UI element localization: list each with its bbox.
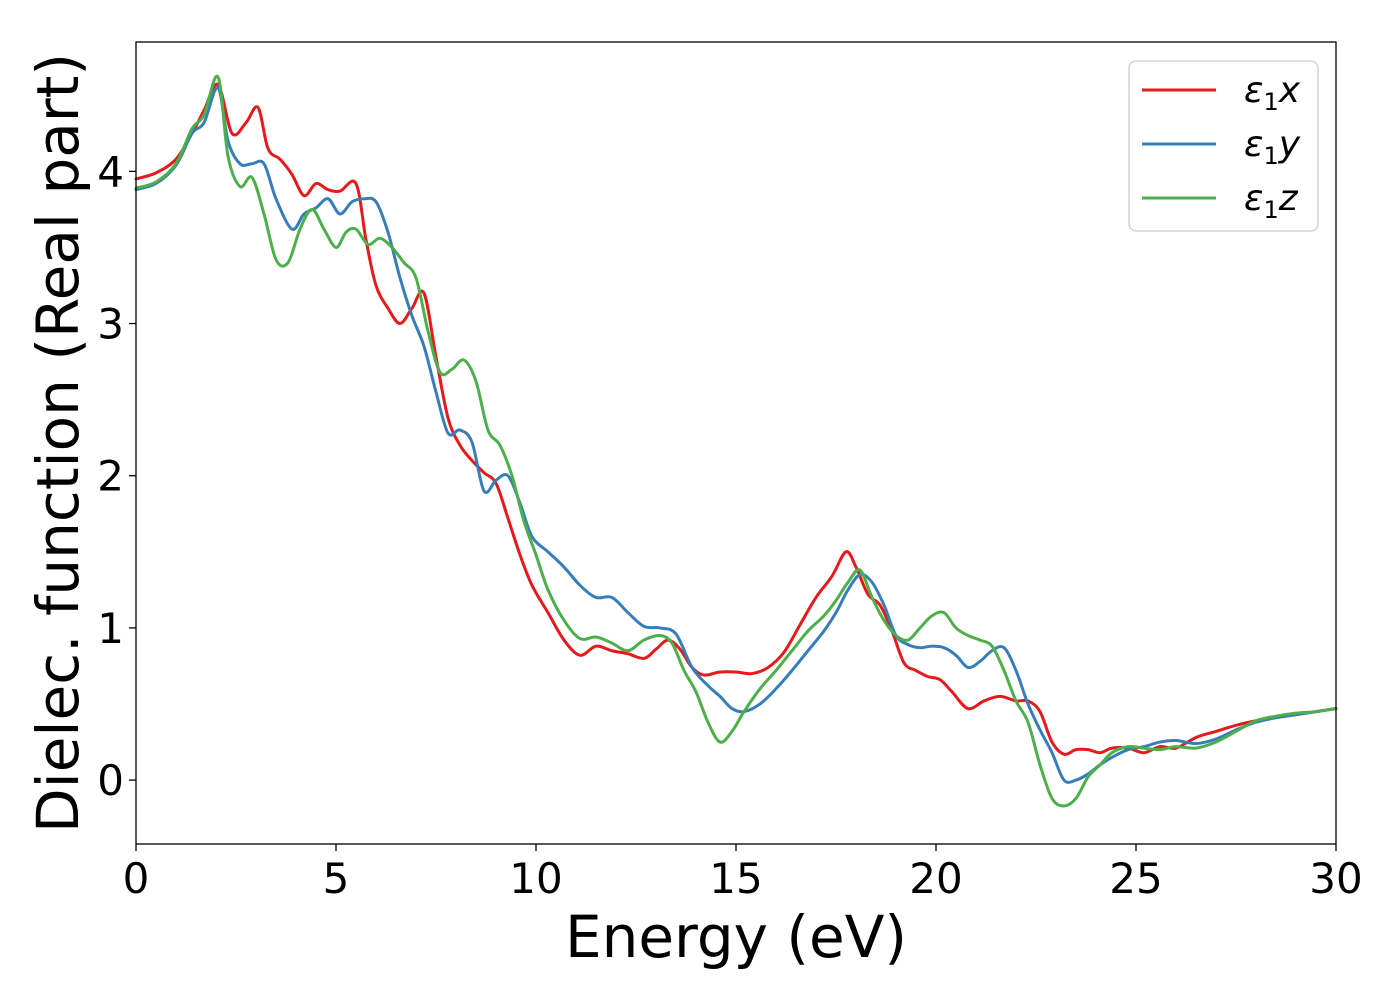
- series-line-2: [134, 86, 1338, 784]
- y-tick-label: 1: [97, 604, 124, 653]
- x-tick-label: 5: [323, 854, 350, 903]
- x-axis-title: Energy (eV): [565, 903, 907, 971]
- y-axis-ticks: 0 1 2 3 4: [97, 147, 136, 805]
- x-axis-ticks: 0 5 10 15 20 25 30: [123, 844, 1363, 903]
- x-tick-label: 20: [909, 854, 962, 903]
- y-tick-label: 2: [97, 452, 124, 501]
- x-tick-label: 25: [1109, 854, 1162, 903]
- y-axis-title: Dielec. function (Real part): [24, 53, 92, 833]
- x-tick-label: 15: [709, 854, 762, 903]
- legend: ε1x ε1y ε1z: [1128, 60, 1319, 232]
- series-line-3: [134, 74, 1338, 808]
- legend-label-2: ε1y: [1244, 124, 1301, 170]
- legend-box: [1128, 60, 1319, 232]
- series-layer: [134, 74, 1338, 808]
- y-tick-label: 3: [97, 300, 124, 349]
- x-tick-label: 10: [509, 854, 562, 903]
- y-tick-label: 0: [97, 756, 124, 805]
- legend-label-1: ε1x: [1244, 70, 1301, 116]
- x-tick-label: 0: [123, 854, 150, 903]
- y-tick-label: 4: [97, 147, 124, 196]
- x-tick-label: 30: [1309, 854, 1362, 903]
- legend-label-3: ε1z: [1244, 178, 1299, 224]
